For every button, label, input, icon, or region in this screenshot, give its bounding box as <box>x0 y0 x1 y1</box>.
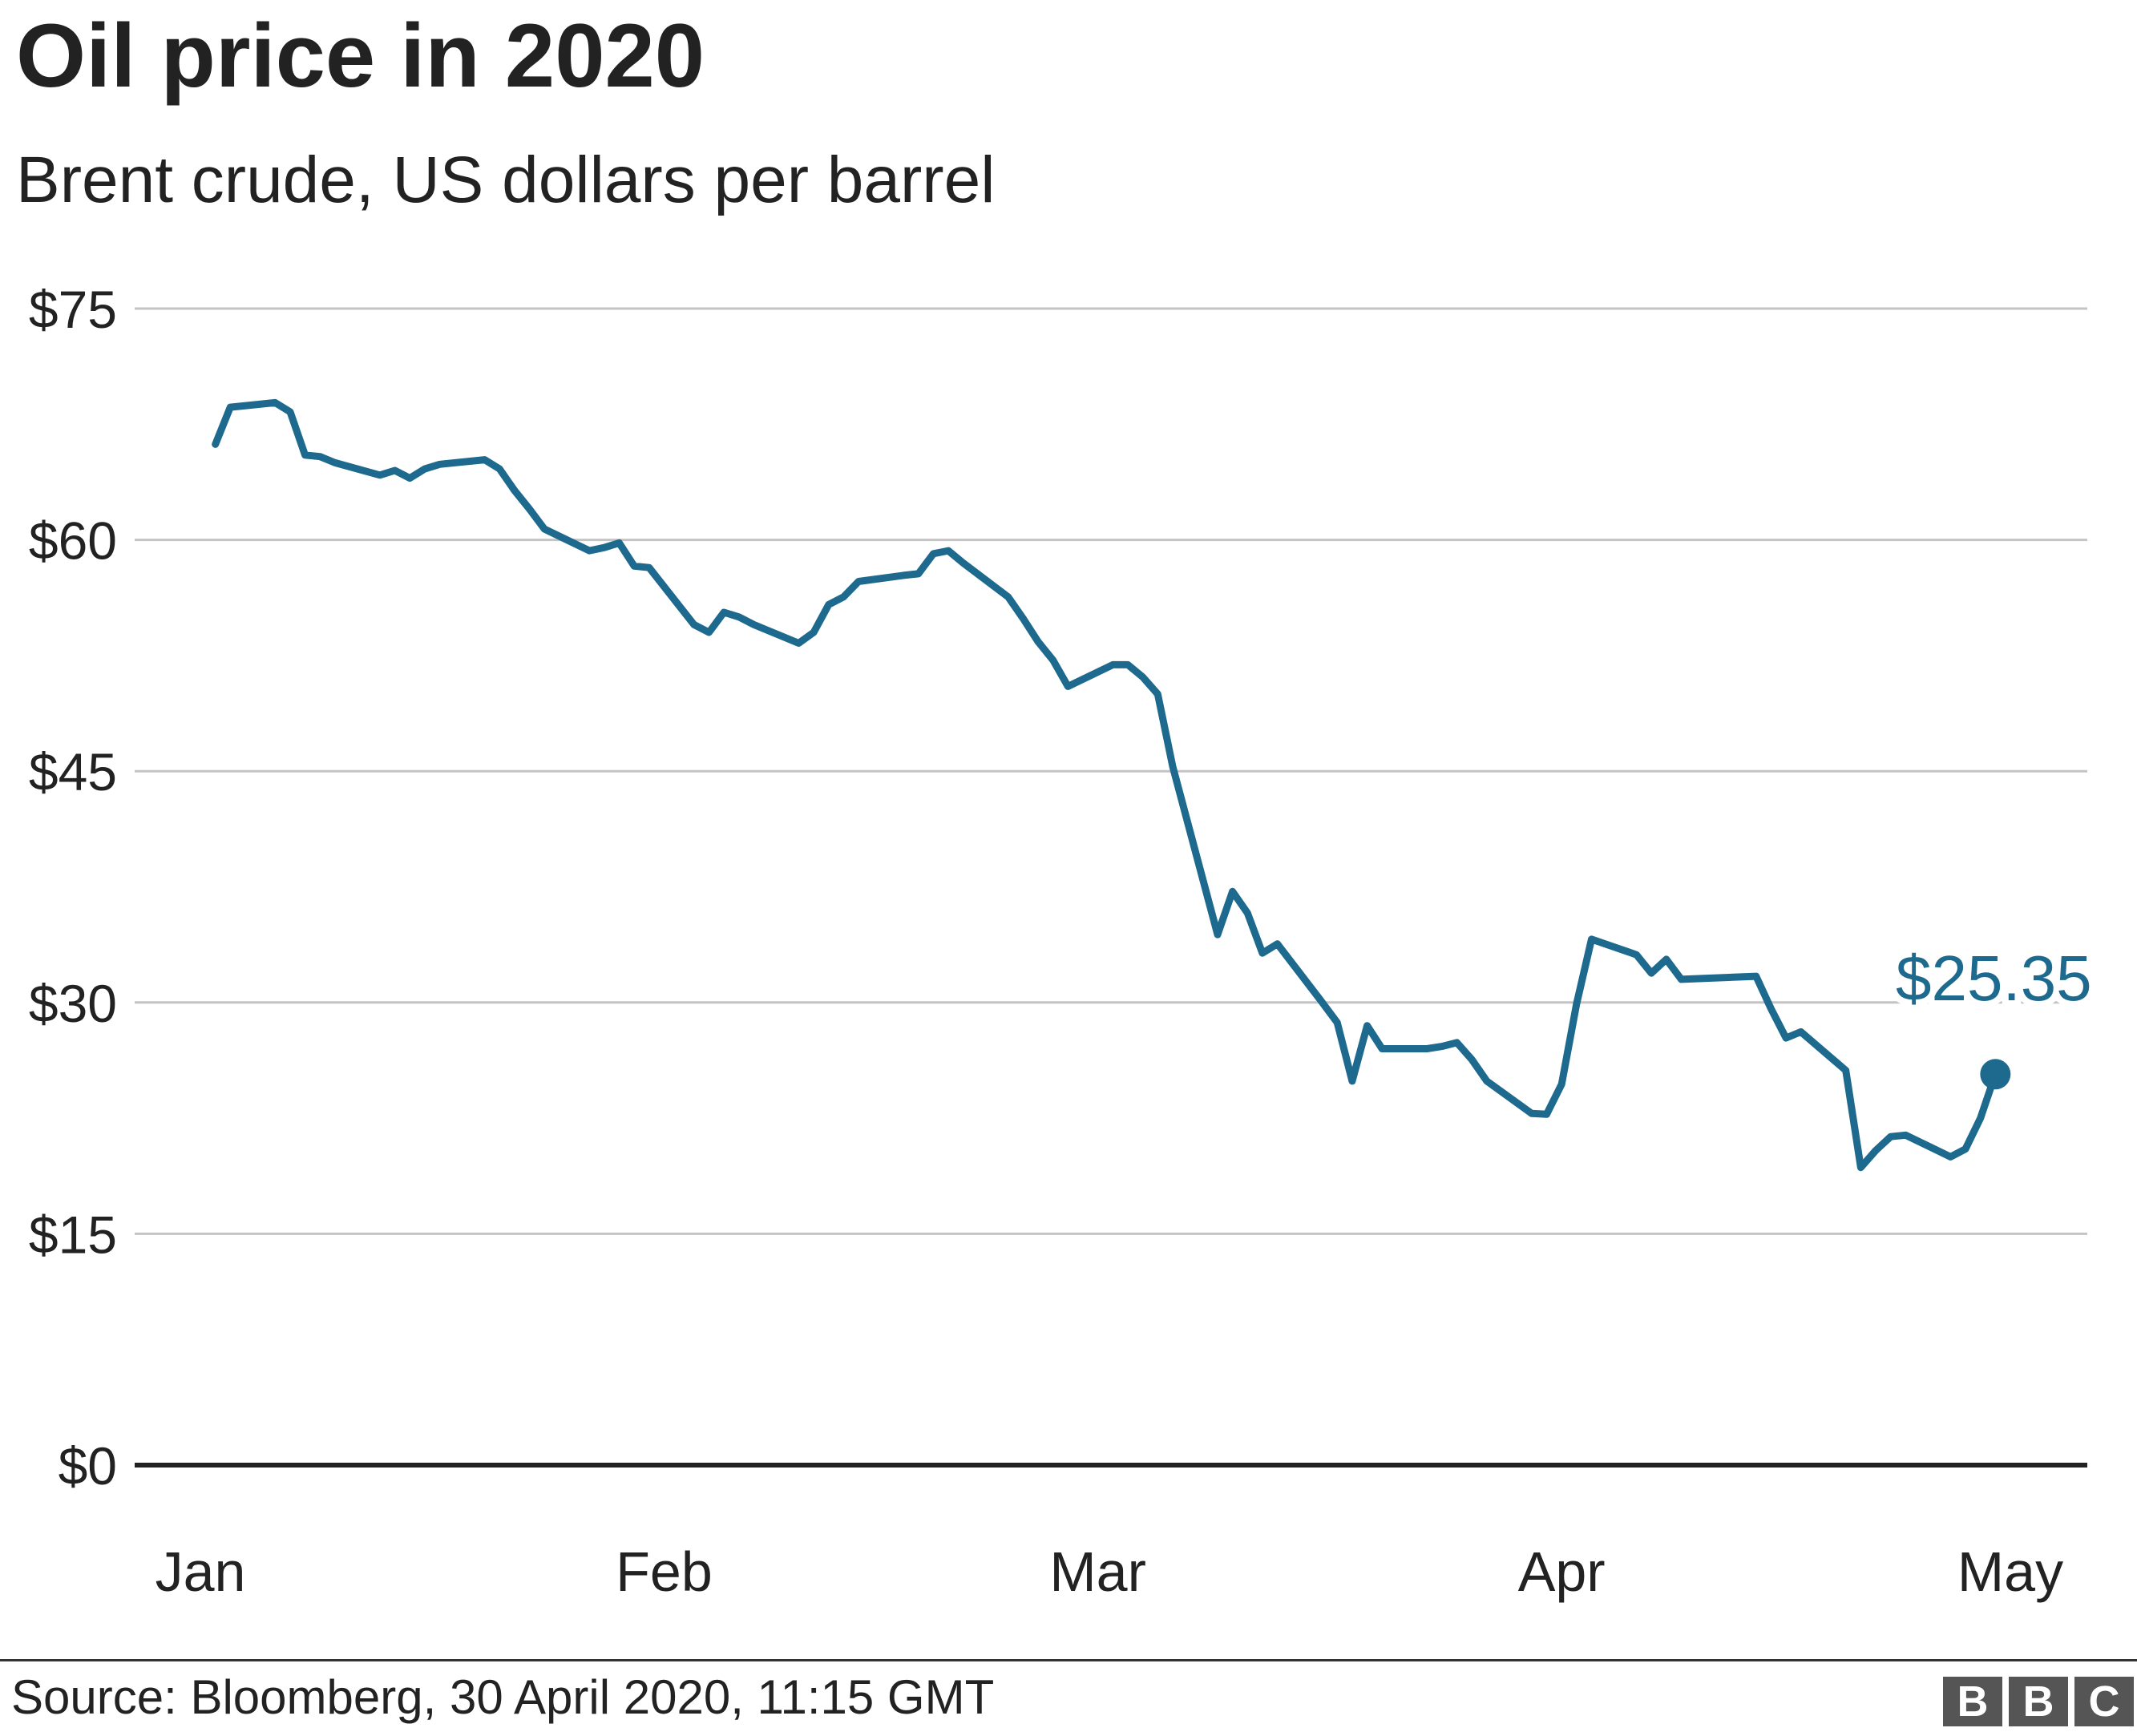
y-axis-tick-labels: $0 $15 $30 $45 $60 $75 <box>29 280 117 1496</box>
end-value-label: $25.35 <box>1896 943 2092 1014</box>
y-tick-label: $75 <box>29 280 117 339</box>
x-tick-label: Apr <box>1518 1540 1606 1603</box>
x-axis-tick-labels: Jan Feb Mar Apr May <box>156 1540 2064 1603</box>
y-tick-label: $0 <box>59 1436 117 1496</box>
bbc-logo-block: B <box>1943 1677 2002 1726</box>
x-tick-label: Feb <box>616 1540 713 1603</box>
bbc-logo-block: B <box>2009 1677 2068 1726</box>
gridlines <box>135 307 2087 1468</box>
x-tick-label: Jan <box>156 1540 246 1603</box>
oil-price-line-chart: $0 $15 $30 $45 $60 $75 Jan Feb Mar Apr May $25.35 <box>28 280 2099 1603</box>
price-series <box>212 398 1999 1172</box>
y-tick-label: $60 <box>29 511 117 571</box>
x-tick-label: May <box>1957 1540 2063 1603</box>
source-note: Source: Bloomberg, 30 April 2020, 11:15 … <box>11 1670 995 1724</box>
y-tick-label: $30 <box>29 974 117 1033</box>
price-line <box>212 398 1999 1172</box>
end-point-marker <box>1980 1059 2011 1090</box>
annotations: $25.35 <box>1889 936 2099 1090</box>
chart-title: Oil price in 2020 <box>16 6 705 106</box>
bbc-logo-block: C <box>2074 1677 2134 1726</box>
y-tick-label: $15 <box>29 1205 117 1264</box>
y-tick-label: $45 <box>29 742 117 801</box>
chart-subtitle: Brent crude, US dollars per barrel <box>16 143 996 216</box>
source-divider <box>0 1659 2137 1661</box>
x-tick-label: Mar <box>1049 1540 1146 1603</box>
bbc-logo: B B C <box>1943 1677 2134 1726</box>
